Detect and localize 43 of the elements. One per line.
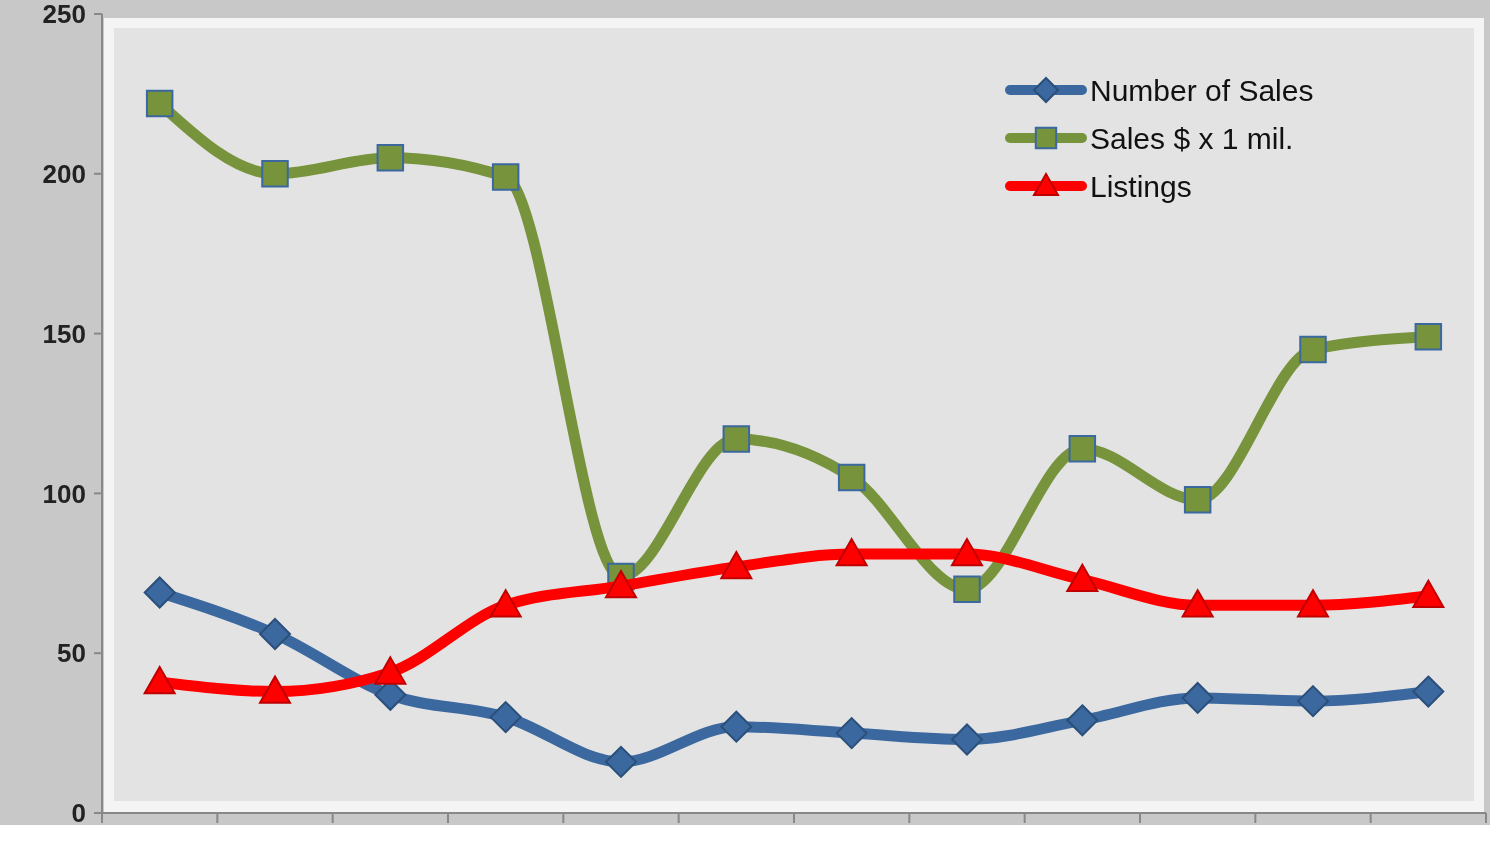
point (1183, 486, 1212, 514)
point (143, 665, 176, 695)
y-tick-label: 150 (42, 318, 86, 349)
point (1414, 323, 1443, 351)
point (376, 144, 405, 172)
point (1299, 335, 1327, 364)
point (720, 550, 753, 580)
point (720, 710, 753, 743)
point (143, 576, 176, 609)
y-tick-label: 250 (42, 0, 86, 30)
legend-label: Number of Sales (1090, 73, 1314, 107)
point (145, 89, 174, 118)
y-tick-label: 0 (71, 798, 86, 829)
y-tick-label: 50 (57, 638, 86, 669)
y-tick-label: 100 (42, 478, 86, 509)
point (1181, 681, 1214, 714)
point (1066, 563, 1099, 592)
point (1297, 589, 1329, 618)
point (837, 463, 866, 492)
point (1066, 704, 1099, 737)
point (374, 656, 407, 685)
point (1068, 434, 1097, 463)
point (1412, 675, 1445, 708)
point (259, 675, 291, 704)
point (1181, 589, 1214, 618)
point (722, 425, 751, 453)
legend-label: Listings (1090, 169, 1192, 203)
point (835, 717, 868, 750)
point (259, 618, 291, 651)
point (491, 163, 520, 191)
point (261, 160, 289, 188)
point (489, 701, 522, 734)
point (489, 589, 522, 618)
point (953, 575, 981, 604)
point (835, 538, 868, 567)
point (1297, 685, 1329, 718)
point (951, 538, 983, 567)
legend-label: Sales $ x 1 mil. (1090, 121, 1294, 155)
point (605, 570, 637, 599)
point (951, 723, 983, 756)
point (605, 745, 637, 778)
point (1412, 579, 1445, 608)
y-tick-label: 200 (42, 158, 86, 189)
